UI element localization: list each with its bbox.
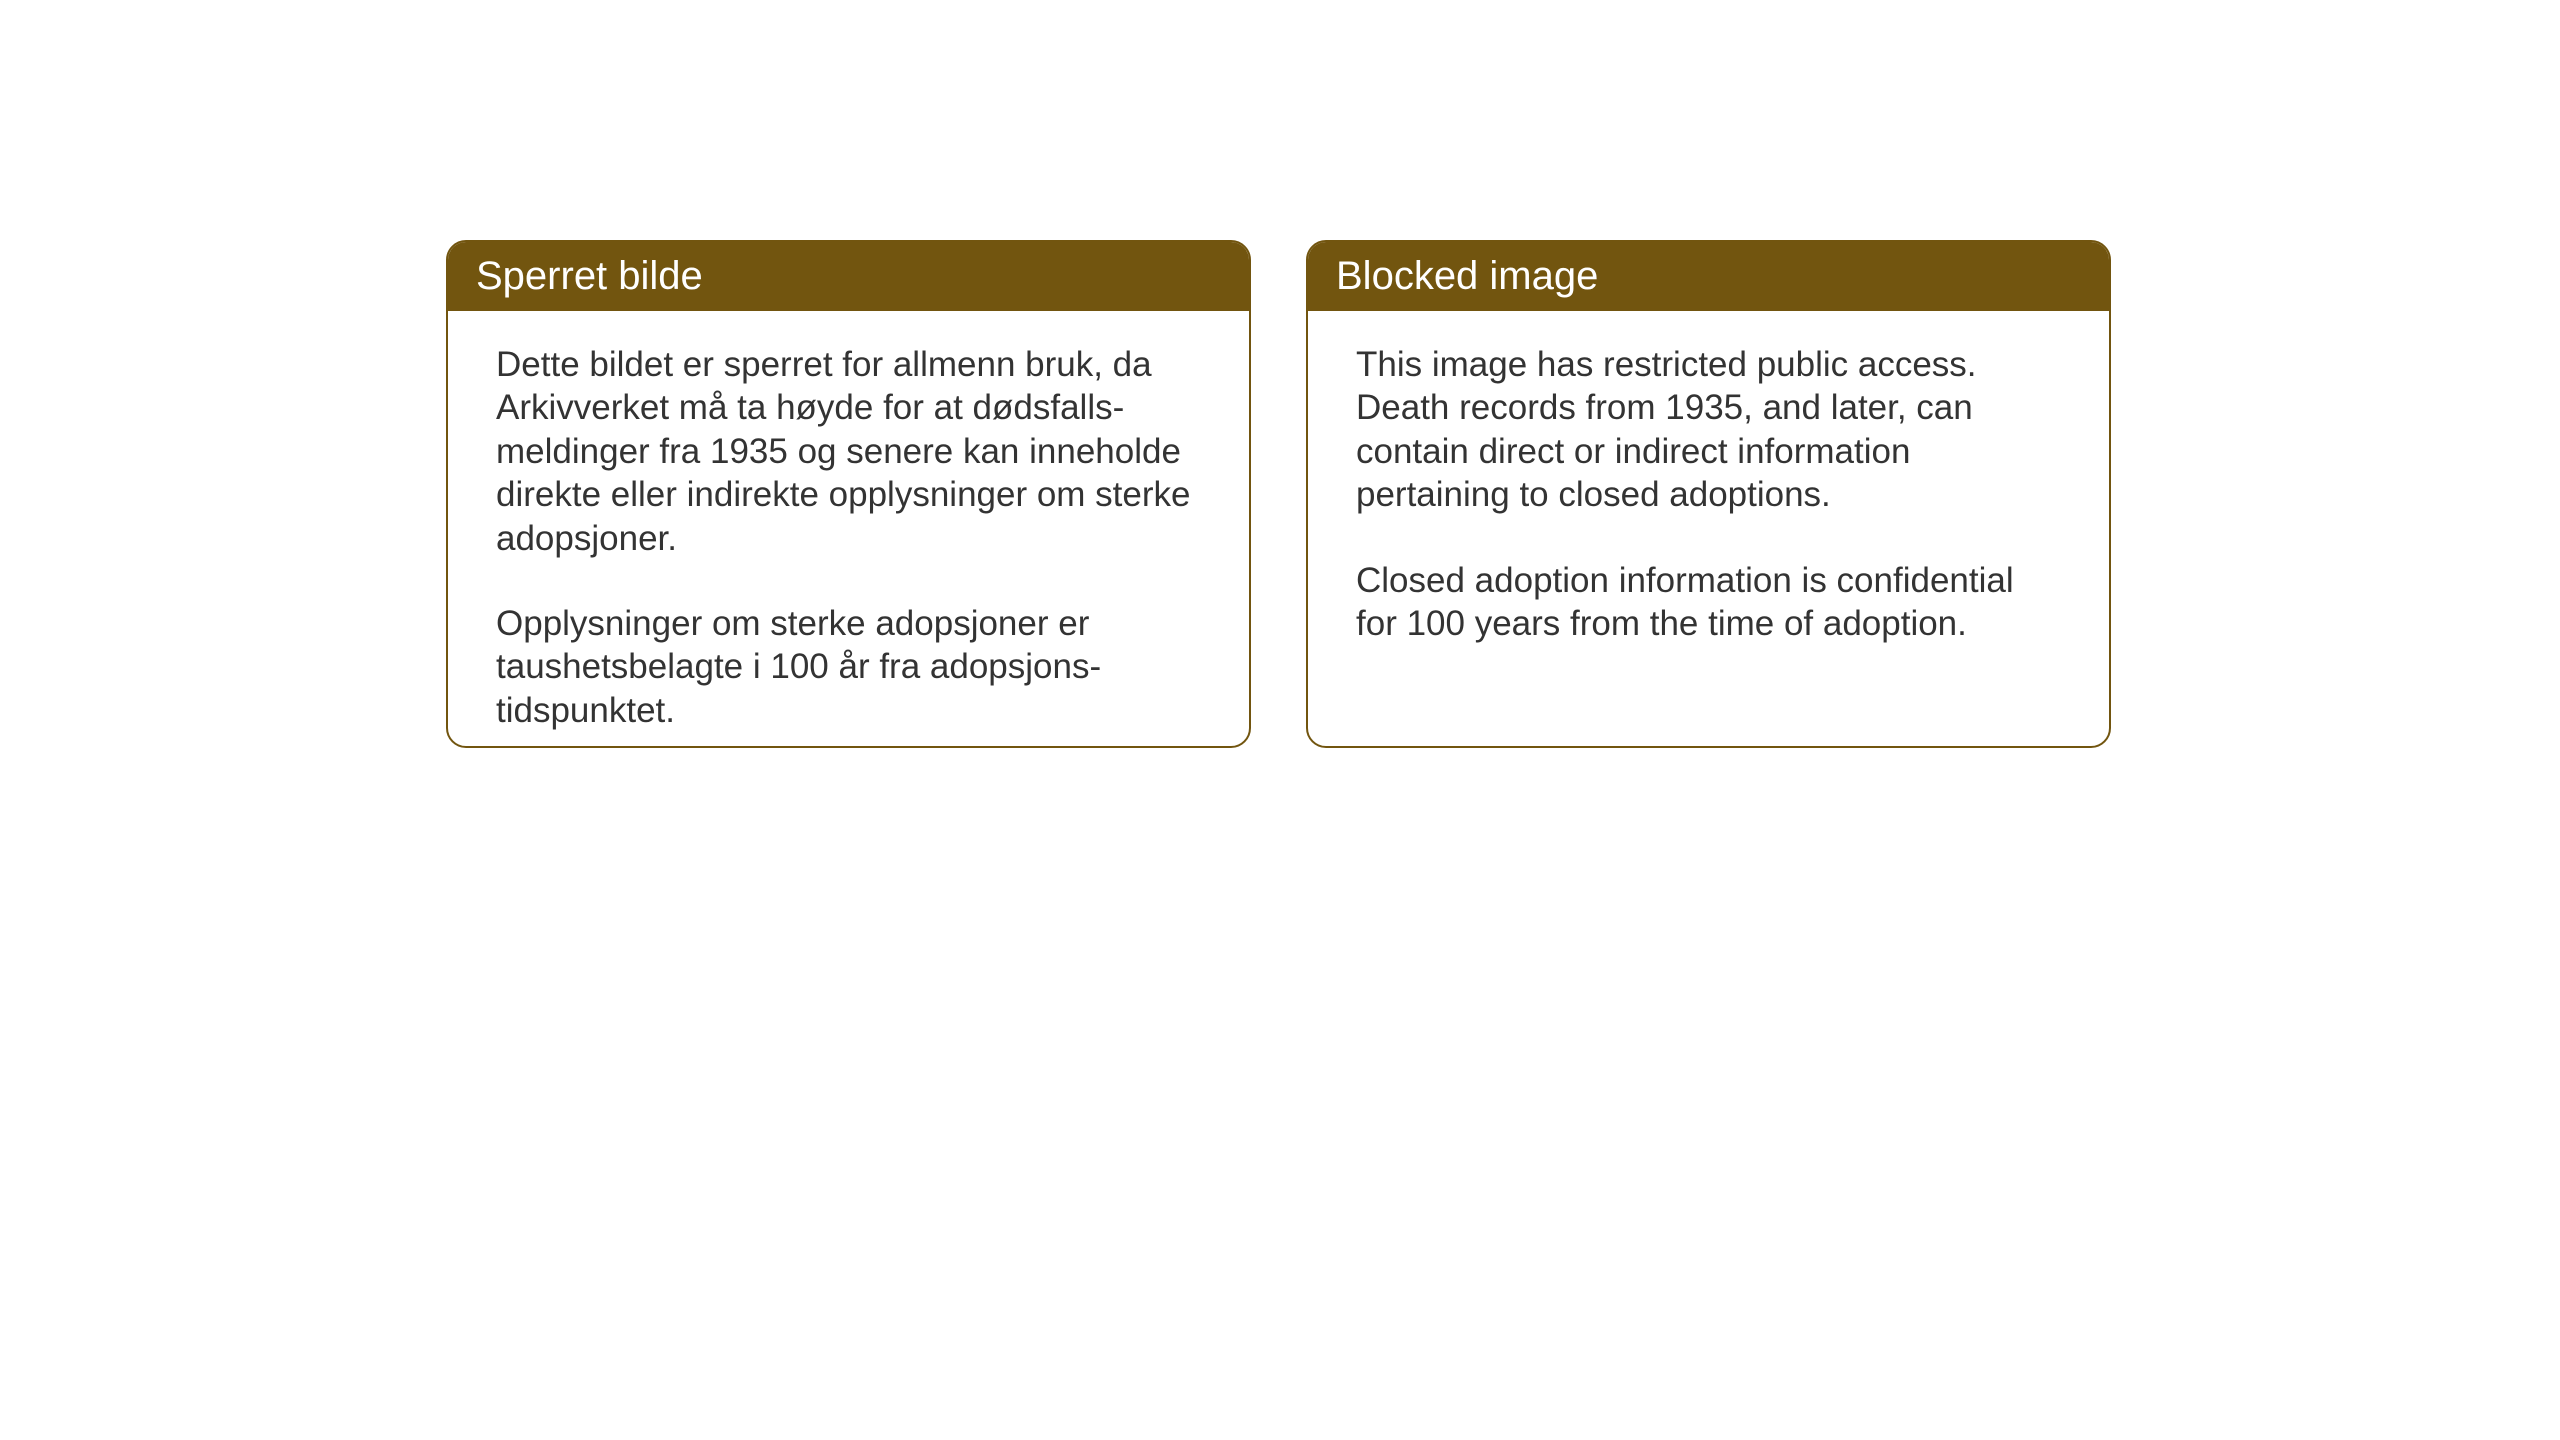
card-title-norwegian: Sperret bilde [476, 254, 703, 298]
card-body-norwegian: Dette bildet er sperret for allmenn bruk… [448, 311, 1249, 748]
card-header-english: Blocked image [1308, 242, 2109, 311]
card-paragraph-2-english: Closed adoption information is confident… [1356, 559, 2061, 646]
card-paragraph-1-english: This image has restricted public access.… [1356, 343, 2061, 517]
card-english: Blocked image This image has restricted … [1306, 240, 2111, 748]
card-title-english: Blocked image [1336, 254, 1598, 298]
card-body-english: This image has restricted public access.… [1308, 311, 2109, 677]
card-paragraph-1-norwegian: Dette bildet er sperret for allmenn bruk… [496, 343, 1201, 560]
card-norwegian: Sperret bilde Dette bildet er sperret fo… [446, 240, 1251, 748]
cards-container: Sperret bilde Dette bildet er sperret fo… [446, 240, 2111, 748]
card-header-norwegian: Sperret bilde [448, 242, 1249, 311]
card-paragraph-2-norwegian: Opplysninger om sterke adopsjoner er tau… [496, 602, 1201, 732]
